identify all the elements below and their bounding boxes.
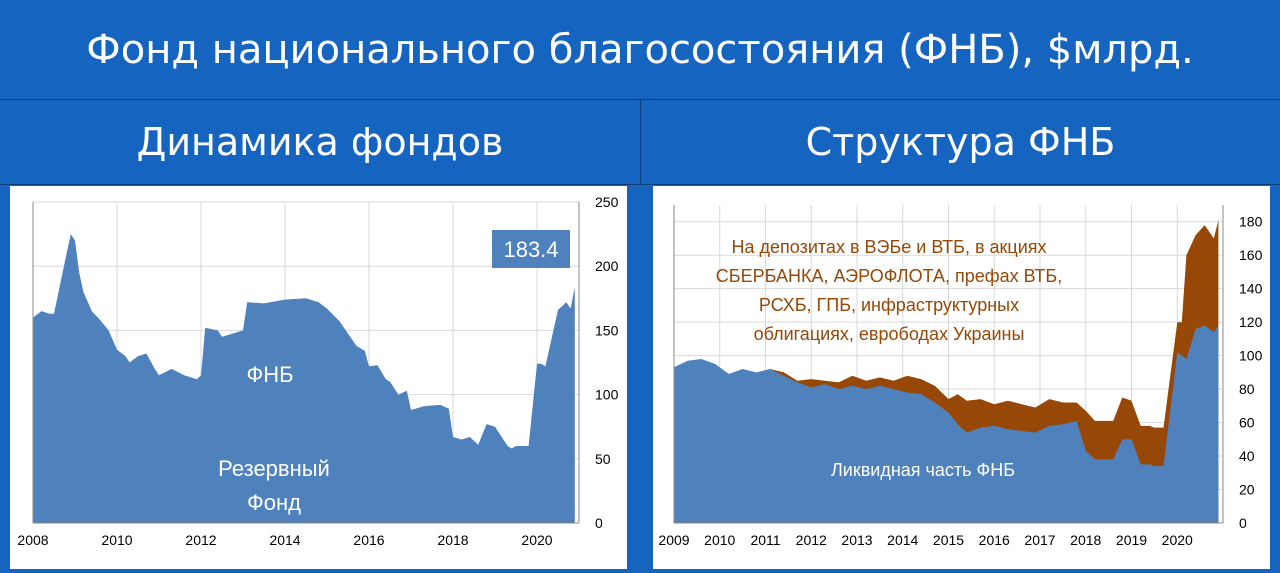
right-chart-panel: 2009 2010 2011 2012 2013 2014 2015 2016 2017 2018…: [653, 186, 1270, 569]
x-tick-label: 2012: [185, 532, 216, 548]
area-series-0: [674, 325, 1219, 523]
y-tick-label: 250: [595, 194, 619, 210]
annotation-line: На депозитах в ВЭБе и ВТБ, в акциях: [732, 237, 1047, 257]
divider: [0, 184, 1280, 185]
annotation-line: облигациях, еврободах Украины: [754, 324, 1025, 344]
y-tick-label: 120: [1239, 314, 1263, 330]
x-tick-label: 2020: [521, 532, 552, 548]
y-tick-label: 20: [1239, 482, 1255, 498]
series-label-reserve: Резервный: [218, 456, 330, 481]
x-tick-label: 2020: [1162, 532, 1193, 548]
x-tick-label: 2010: [101, 532, 132, 548]
y-tick-label: 150: [595, 322, 619, 338]
divider: [640, 99, 641, 185]
y-tick-label: 60: [1239, 415, 1255, 431]
left-chart-panel: 2008 2010 2012 2014 2016 2018 2020 0 50 100 150 200…: [10, 186, 627, 569]
x-tick-label: 2009: [658, 532, 689, 548]
value-badge-label: 183.4: [503, 237, 558, 262]
y-tick-label: 0: [595, 515, 603, 531]
x-tick-label: 2016: [979, 532, 1010, 548]
y-tick-label: 40: [1239, 448, 1255, 464]
x-tick-label: 2013: [841, 532, 872, 548]
x-tick-label: 2012: [796, 532, 827, 548]
x-tick-label: 2018: [1070, 532, 1101, 548]
y-tick-label: 160: [1239, 247, 1263, 263]
left-subtitle: Динамика фондов: [136, 120, 504, 164]
x-tick-label: 2014: [269, 532, 300, 548]
x-tick-label: 2011: [750, 532, 780, 548]
annotation-line: СБЕРБАНКА, АЭРОФЛОТА, префах ВТБ,: [716, 266, 1062, 286]
series-label-fnb: ФНБ: [246, 362, 293, 387]
y-tick-label: 200: [595, 258, 619, 274]
left-chart: 2008 2010 2012 2014 2016 2018 2020 0 50 100 150 200…: [17, 194, 619, 548]
y-tick-label: 100: [595, 387, 619, 403]
series-label-reserve-2: Фонд: [247, 490, 301, 515]
x-tick-label: 2008: [17, 532, 48, 548]
x-tick-label: 2019: [1116, 532, 1147, 548]
page-title: Фонд национального благосостояния (ФНБ),…: [86, 26, 1194, 73]
x-tick-label: 2017: [1024, 532, 1055, 548]
y-tick-label: 100: [1239, 348, 1263, 364]
right-subtitle: Структура ФНБ: [805, 120, 1116, 164]
annotation-line: РСХБ, ГПБ, инфраструктурных: [759, 295, 1019, 315]
y-tick-label: 80: [1239, 381, 1255, 397]
value-badge: [492, 230, 570, 268]
series-label-liquid: Ликвидная часть ФНБ: [831, 460, 1015, 480]
x-tick-label: 2016: [353, 532, 384, 548]
right-chart: 2009 2010 2011 2012 2013 2014 2015 2016 2017 2018…: [658, 205, 1263, 548]
area-series-0: [33, 234, 575, 523]
x-tick-label: 2014: [887, 532, 918, 548]
y-tick-label: 180: [1239, 214, 1263, 230]
x-tick-label: 2015: [933, 532, 964, 548]
y-tick-label: 0: [1239, 515, 1247, 531]
x-tick-label: 2010: [704, 532, 735, 548]
y-tick-label: 50: [595, 451, 611, 467]
x-tick-label: 2018: [437, 532, 468, 548]
y-tick-label: 140: [1239, 281, 1263, 297]
